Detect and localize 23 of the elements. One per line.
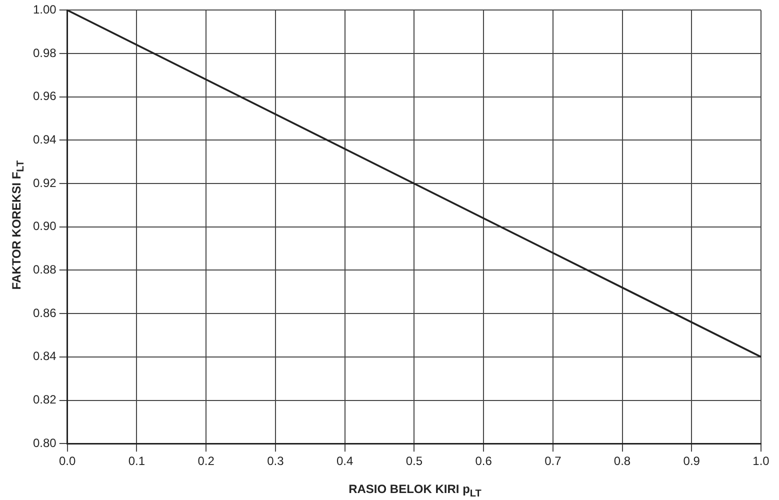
y-tick-label: 0.84: [32, 349, 57, 364]
x-tick-label: 0.7: [544, 454, 562, 468]
x-tick-label: 0.0: [59, 454, 76, 468]
x-axis-title: RASIO BELOK KIRI p$_{LT}$: [348, 482, 482, 500]
x-tick-label: 1.0: [752, 454, 770, 468]
x-tick-label: 0.1: [128, 454, 146, 468]
y-tick-label: 0.88: [32, 262, 57, 277]
y-tick-label: 1.00: [32, 2, 57, 17]
x-tick-label: 0.3: [267, 454, 284, 468]
y-tick-label: 0.90: [32, 219, 57, 234]
x-tick-label: 0.9: [683, 454, 700, 468]
y-tick-label: 0.92: [32, 176, 57, 190]
x-tick-label: 0.5: [406, 454, 423, 468]
y-tick-label: 0.86: [32, 306, 57, 320]
x-tick-label: 0.6: [475, 454, 492, 468]
y-tick-label: 0.94: [32, 132, 57, 147]
x-tick-label: 0.4: [336, 454, 354, 468]
y-tick-label: 0.82: [32, 392, 57, 407]
y-tick-label: 0.96: [32, 89, 57, 104]
y-tick-label: 0.80: [32, 436, 57, 450]
x-tick-label: 0.8: [614, 454, 631, 468]
y-tick-label: 0.98: [32, 46, 57, 60]
x-tick-label: 0.2: [198, 454, 215, 468]
